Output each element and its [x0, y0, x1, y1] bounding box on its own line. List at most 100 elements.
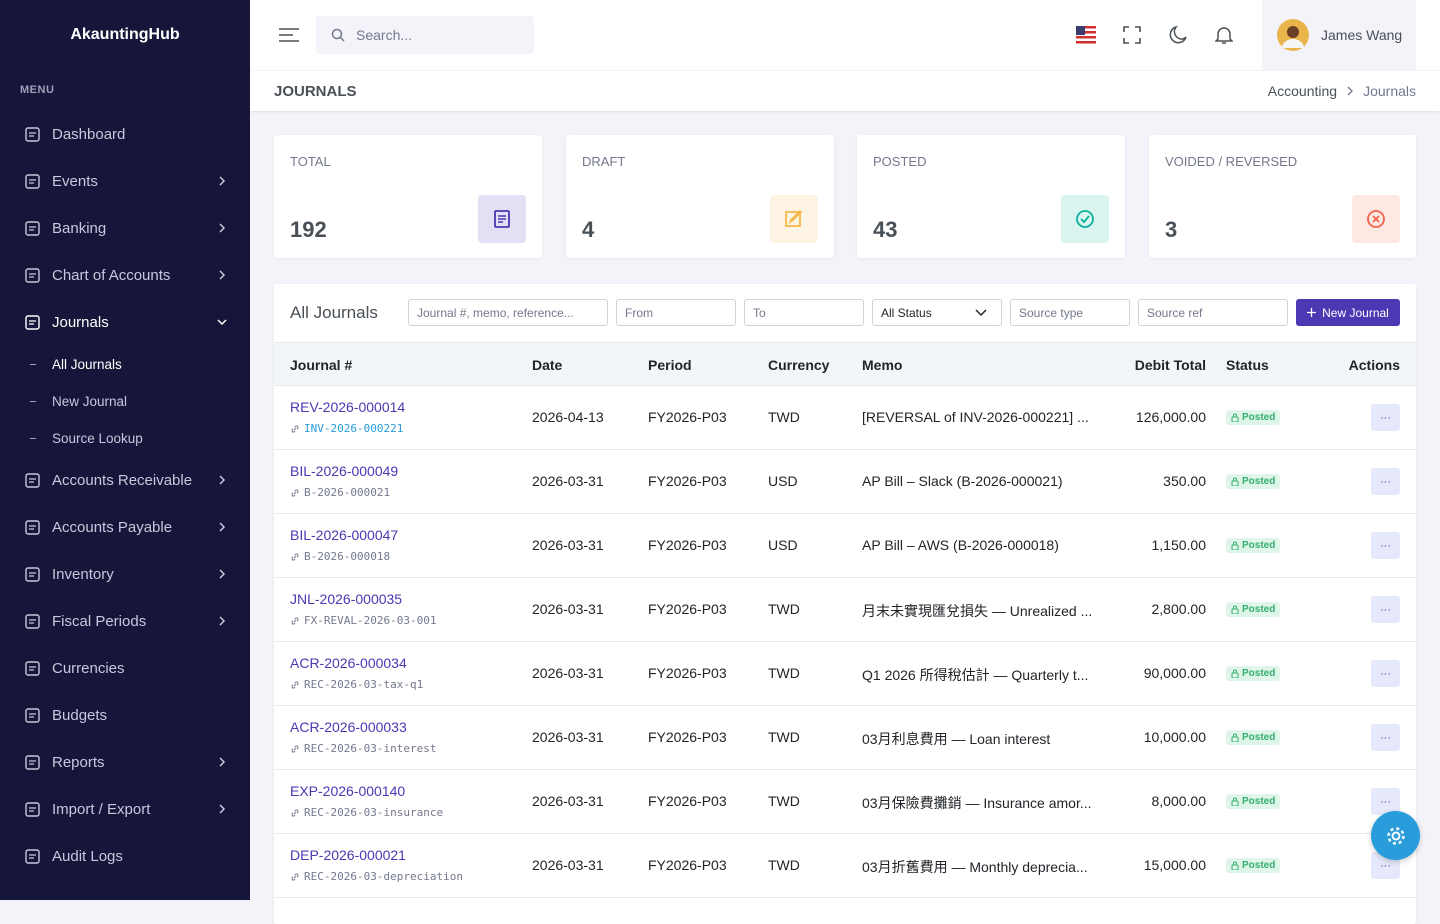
journal-link[interactable]: DEP-2026-000021 [290, 847, 406, 863]
search-box[interactable]: Search... [316, 16, 534, 54]
memo-cell: 03月利息費用 — Loan interest [862, 731, 1051, 747]
link-icon [291, 552, 299, 561]
nav-chevron [219, 223, 226, 233]
nav-label: Fiscal Periods [52, 613, 147, 630]
date-cell: 2026-03-31 [532, 665, 604, 681]
actions-button[interactable]: ··· [1371, 532, 1400, 559]
table-row: REV-2026-000014 INV-2026-000221 2026-04-13… [274, 386, 1416, 450]
stat-icon [478, 195, 526, 243]
source-type-filter[interactable]: Source type [1010, 299, 1130, 326]
breadcrumb-link[interactable]: Accounting [1267, 83, 1338, 99]
user-menu[interactable]: James Wang [1262, 0, 1416, 70]
actions-button[interactable]: ··· [1371, 404, 1400, 431]
new-journal-button[interactable]: New Journal [1296, 299, 1400, 326]
topbar: Search... James Wang [250, 0, 1440, 70]
status-badge: Posted [1226, 666, 1281, 681]
notifications-button[interactable] [1215, 25, 1233, 45]
stat-label: TOTAL [290, 154, 331, 169]
nav-subitem[interactable]: New Journal [0, 383, 250, 420]
debit-cell: 8,000.00 [1151, 793, 1207, 809]
actions-button[interactable]: ··· [1371, 788, 1400, 815]
new-journal-text: New Journal [1322, 305, 1389, 320]
column-header: Status [1226, 357, 1269, 373]
journal-link[interactable]: ACR-2026-000033 [290, 719, 407, 735]
nav-item[interactable]: Dashboard [0, 111, 250, 158]
nav-item[interactable]: Audit Logs [0, 833, 250, 880]
stat-label: POSTED [873, 154, 927, 169]
debit-cell: 350.00 [1163, 473, 1206, 489]
source-ref-text: REC-2026-03-insurance [304, 806, 444, 819]
lock-icon [1231, 797, 1239, 806]
theme-toggle[interactable] [1169, 25, 1189, 45]
nav-item[interactable]: Banking [0, 205, 250, 252]
nav-label: Accounts Payable [52, 519, 173, 536]
actions-button[interactable]: ··· [1371, 596, 1400, 623]
journal-link[interactable]: BIL-2026-000049 [290, 463, 399, 479]
nav-item[interactable]: Inventory [0, 551, 250, 598]
source-ref[interactable]: INV-2026-000221 [290, 422, 403, 435]
nav-item[interactable]: Accounts Receivable [0, 457, 250, 504]
avatar [1277, 19, 1309, 51]
memo-cell: AP Bill – Slack (B-2026-000021) [862, 473, 1063, 489]
table-row: ACR-2026-000034 REC-2026-03-tax-q1 2026-03… [274, 642, 1416, 706]
journal-link[interactable]: ACR-2026-000034 [290, 655, 407, 671]
nav-item[interactable]: Currencies [0, 645, 250, 692]
memo-cell: [REVERSAL of INV-2026-000221] ... [862, 409, 1089, 425]
journal-link[interactable]: BIL-2026-000047 [290, 527, 399, 543]
nav-item[interactable]: Budgets [0, 692, 250, 739]
actions-button[interactable]: ··· [1371, 660, 1400, 687]
nav-item[interactable]: Accounts Payable [0, 504, 250, 551]
search-icon [331, 28, 345, 42]
column-header: Actions [1348, 357, 1400, 373]
nav-chevron [219, 804, 226, 814]
nav-item[interactable]: Chart of Accounts [0, 252, 250, 299]
journal-link[interactable]: JNL-2026-000035 [290, 591, 403, 607]
currency-cell: TWD [768, 857, 800, 873]
menu-toggle[interactable] [278, 26, 300, 44]
settings-button[interactable] [1371, 811, 1420, 860]
search-filter[interactable]: Journal #, memo, reference... [408, 299, 608, 326]
nav-subitem[interactable]: All Journals [0, 346, 250, 383]
from-filter[interactable]: From [616, 299, 736, 326]
status-badge: Posted [1226, 410, 1281, 425]
nav-chevron [219, 757, 226, 767]
date-cell: 2026-03-31 [532, 857, 604, 873]
period-cell: FY2026-P03 [648, 857, 727, 873]
status-text: Posted [1242, 668, 1276, 679]
status-text: Posted [1242, 476, 1276, 487]
lock-icon [1231, 605, 1239, 614]
user-name: James Wang [1321, 27, 1403, 43]
journal-link[interactable]: EXP-2026-000140 [290, 783, 406, 799]
to-filter[interactable]: To [744, 299, 864, 326]
brand[interactable]: AkauntingHub [70, 26, 180, 43]
table-row: BIL-2026-000047 B-2026-000018 2026-03-31 FY… [274, 514, 1416, 578]
nav-icon [25, 127, 40, 142]
status-badge: Posted [1226, 858, 1281, 873]
status-badge: Posted [1226, 794, 1281, 809]
stat-card: TOTAL 192 [274, 135, 542, 258]
nav-item[interactable]: Journals [0, 299, 250, 346]
actions-button[interactable]: ··· [1371, 724, 1400, 751]
currency-cell: TWD [768, 601, 800, 617]
status-text: Posted [1242, 860, 1276, 871]
nav-item[interactable]: Import / Export [0, 786, 250, 833]
language-flag[interactable] [1076, 26, 1096, 44]
nav-subitem[interactable]: Source Lookup [0, 420, 250, 457]
stat-icon-glyph [1367, 210, 1385, 228]
nav-icon [25, 614, 40, 629]
status-filter[interactable]: All Status [872, 299, 1002, 326]
source-ref-filter[interactable]: Source ref [1138, 299, 1288, 326]
nav-item[interactable]: Reports [0, 739, 250, 786]
period-cell: FY2026-P03 [648, 473, 727, 489]
nav-item[interactable]: Events [0, 158, 250, 205]
period-cell: FY2026-P03 [648, 729, 727, 745]
fullscreen-button[interactable] [1123, 26, 1141, 44]
column-header: Period [648, 357, 692, 373]
nav-item[interactable]: Fiscal Periods [0, 598, 250, 645]
link-icon [291, 616, 299, 625]
table-row: JNL-2026-000035 FX-REVAL-2026-03-001 2026-… [274, 578, 1416, 642]
status-text: Posted [1242, 732, 1276, 743]
journal-link[interactable]: REV-2026-000014 [290, 399, 406, 415]
date-cell: 2026-03-31 [532, 537, 604, 553]
actions-button[interactable]: ··· [1371, 468, 1400, 495]
